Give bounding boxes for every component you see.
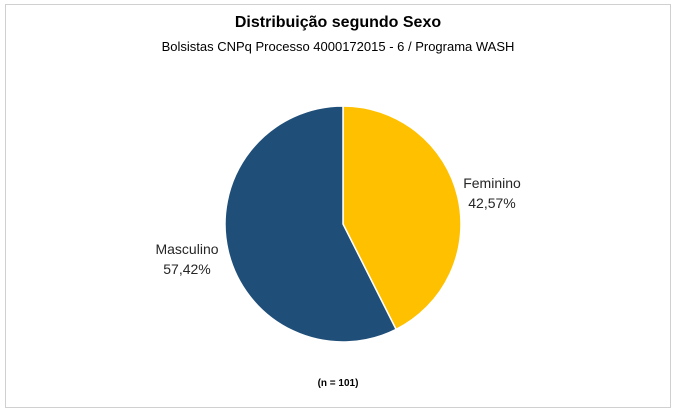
slice-value-label: 57,42%: [163, 261, 210, 277]
slice-category-label: Masculino: [155, 241, 218, 257]
pie-slice-masculino: [224, 105, 398, 343]
chart-title: Distribuição segundo Sexo: [234, 14, 442, 31]
slice-value-label: 42,57%: [468, 195, 515, 211]
slice-category-label: Feminino: [463, 175, 521, 191]
sample-size-note: (n = 101): [317, 378, 359, 389]
pie-slices: [224, 105, 462, 343]
chart-subtitle: Bolsistas CNPq Processo 4000172015 - 6 /…: [161, 39, 515, 54]
pie-labels: Feminino 42,57% Masculino 57,42%: [155, 175, 521, 277]
pie-slice-feminino: [342, 105, 462, 331]
